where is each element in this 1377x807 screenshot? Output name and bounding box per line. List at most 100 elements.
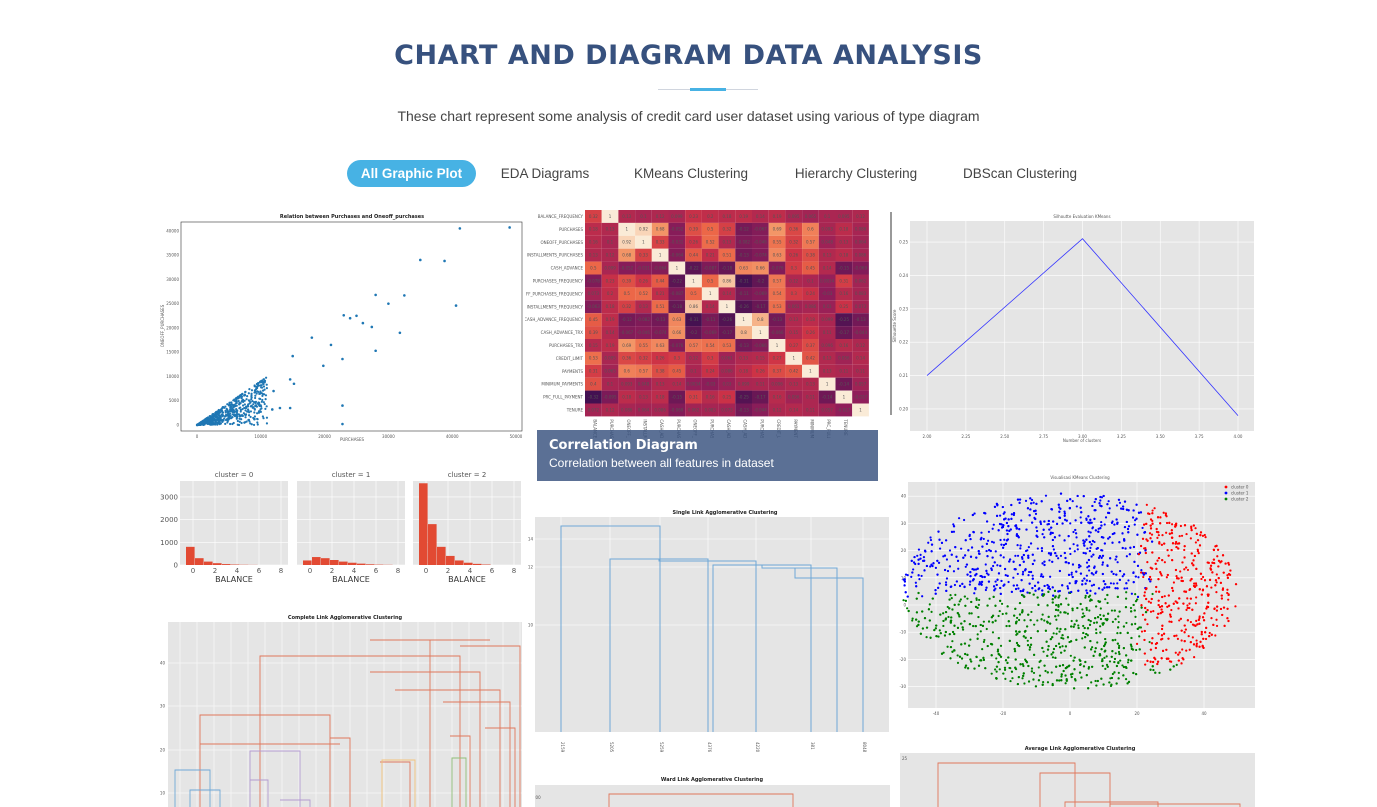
cluster-point	[1208, 634, 1211, 638]
cluster-point	[1055, 665, 1058, 668]
cluster-point	[1149, 648, 1153, 651]
cluster-point	[1172, 665, 1175, 668]
cluster-point	[1208, 578, 1212, 581]
cluster-point	[1169, 668, 1172, 671]
cluster-point	[1075, 532, 1078, 535]
heatmap-value: -0.31	[688, 317, 699, 322]
scatter-point	[253, 384, 256, 387]
cluster-point	[1113, 609, 1116, 612]
cluster-point	[1099, 631, 1102, 634]
cluster-point	[1039, 575, 1043, 578]
scatter-point	[209, 423, 212, 426]
heatmap-value: 1	[859, 407, 862, 412]
average-link-dendrogram[interactable]: Average Link Agglomerative Clustering 25	[890, 742, 1260, 807]
complete-link-dendrogram[interactable]: Complete Link Agglomerative Clustering	[160, 610, 525, 807]
cluster-point	[1122, 665, 1126, 669]
heatmap-value: 0.11	[806, 394, 815, 399]
cluster-point	[1192, 643, 1196, 646]
cluster-point	[1063, 518, 1067, 521]
heatmap-value: 0.062	[855, 278, 867, 283]
heatmap-value: 0.1	[640, 214, 647, 219]
cluster-point	[902, 578, 905, 581]
scatter-point	[250, 396, 253, 399]
heatmap-cell	[668, 403, 686, 417]
cluster-point	[1031, 521, 1034, 524]
heatmap-value: -0.067	[620, 330, 633, 335]
heatmap-value: 0.086	[805, 304, 817, 309]
heatmap-cell	[685, 377, 702, 391]
filter-kmeans-clustering[interactable]: KMeans Clustering	[633, 166, 749, 181]
filter-all-graphic-plot[interactable]: All Graphic Plot	[347, 160, 476, 187]
cluster-point	[1221, 613, 1224, 617]
heatmap-value: 0.15	[789, 330, 798, 335]
cluster-point	[1095, 621, 1098, 624]
cluster-point	[1028, 648, 1031, 651]
cluster-point	[1160, 605, 1164, 608]
heatmap-cell	[802, 377, 819, 391]
cluster-point	[1008, 624, 1011, 628]
cluster-point	[1209, 567, 1212, 570]
scatter-point	[226, 409, 229, 412]
heatmap-cell	[618, 210, 636, 223]
cluster-point	[1204, 637, 1208, 641]
cluster-point	[1138, 648, 1141, 651]
cluster-point	[1092, 583, 1096, 586]
correlation-heatmap[interactable]: BALANCE_FREQUENCY 0.32 1 0.13 0.1 0.12 0.099 0.…	[525, 210, 890, 438]
cluster-point	[929, 565, 932, 568]
cluster-point	[1036, 547, 1039, 550]
filter-hierarchy-clustering[interactable]: Hierarchy Clustering	[794, 166, 918, 181]
heatmap-value: -0.13	[855, 317, 866, 322]
histogram-bar	[446, 555, 455, 565]
cluster-point	[1216, 605, 1219, 608]
y-tick: 0.23	[899, 306, 908, 311]
cluster-point	[1054, 596, 1057, 599]
cluster-point	[1182, 602, 1185, 605]
cluster-point	[1160, 608, 1163, 611]
cluster-point	[999, 655, 1003, 658]
cluster-point	[1039, 659, 1042, 662]
cluster-point	[1040, 500, 1043, 503]
y-tick: 15000	[166, 350, 179, 355]
cluster-point	[1185, 532, 1188, 536]
cluster-point	[917, 623, 920, 626]
cluster-point	[1140, 544, 1143, 548]
heatmap-cell	[852, 300, 869, 314]
portfolio-caption[interactable]: Correlation Diagram Correlation between …	[537, 430, 878, 481]
cluster-point	[1113, 532, 1116, 535]
heatmap-cell	[718, 326, 736, 339]
cluster-point	[1097, 530, 1100, 533]
cluster-point	[1149, 660, 1152, 663]
heatmap-value: 0.086	[621, 407, 633, 412]
silhouette-line-chart[interactable]: Silhoutte Evaluation KMeans 2.00 2.25 2.50…	[890, 210, 1260, 445]
heatmap-cell	[735, 287, 752, 301]
purchases-scatter-plot[interactable]: Relation between Purchases and Oneoff_pu…	[160, 210, 525, 445]
heatmap-value: 0.065	[604, 369, 616, 374]
heatmap-value: 0.1	[690, 369, 697, 374]
heatmap-cell	[685, 222, 702, 236]
cluster-point	[952, 530, 956, 533]
scatter-point	[235, 408, 238, 411]
cluster-point	[1070, 573, 1073, 576]
cluster-point	[1038, 587, 1041, 590]
cluster-point	[917, 548, 921, 551]
cluster-point	[1093, 517, 1096, 520]
cluster-point	[1085, 518, 1088, 521]
scatter-point	[259, 390, 262, 393]
cluster-point	[1055, 632, 1058, 635]
heatmap-value: 0.14	[606, 330, 615, 335]
heatmap-value: 0.18	[622, 394, 631, 399]
ward-link-dendrogram[interactable]: Ward Link Agglomerative Clustering 200	[535, 773, 890, 807]
scatter-point	[250, 389, 254, 392]
heatmap-cell	[601, 248, 619, 262]
balance-histograms[interactable]: cluster = 0 0 2 4 6 8 0 1000 2000 3000 BALANCE clus…	[160, 465, 525, 595]
filter-dbscan-clustering[interactable]: DBScan Clustering	[962, 166, 1078, 181]
heatmap-cell	[752, 222, 769, 236]
filter-eda-diagrams[interactable]: EDA Diagrams	[500, 166, 590, 181]
single-link-dendrogram[interactable]: Single Link Agglomerative Clustering 215…	[525, 505, 890, 755]
scatter-point	[253, 415, 257, 418]
cluster-point	[1058, 594, 1061, 597]
kmeans-cluster-scatter[interactable]: Visualisasi KMeans Clustering -40 -20 0 20 4…	[890, 470, 1260, 720]
cluster-point	[969, 555, 973, 558]
cluster-point	[1086, 547, 1089, 550]
cluster-point	[1016, 584, 1019, 587]
